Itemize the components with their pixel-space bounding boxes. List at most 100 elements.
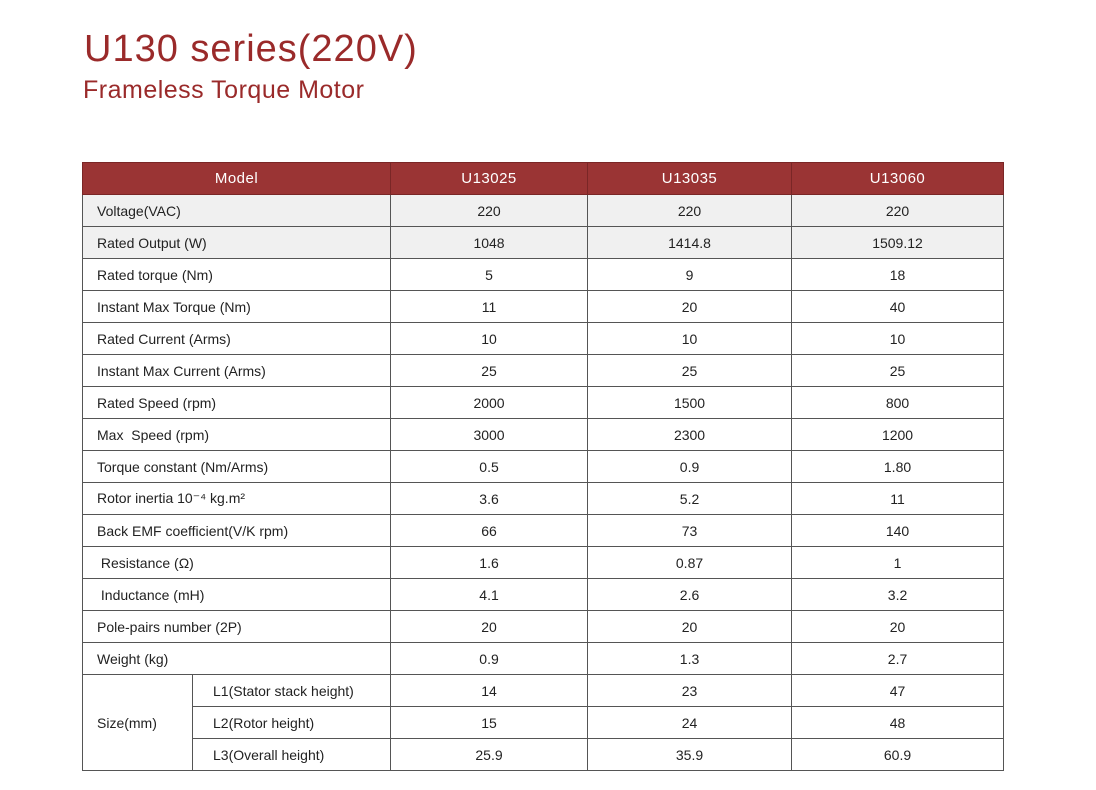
row-label: Instant Max Current (Arms) bbox=[81, 354, 392, 387]
value-cell: 11 bbox=[390, 290, 589, 323]
model-column-header: U13035 bbox=[587, 162, 793, 195]
table-row: Resistance (Ω) 1.6 0.87 1 bbox=[81, 546, 1005, 579]
table-row: Rotor inertia 10⁻⁴ kg.m² 3.6 5.2 11 bbox=[81, 482, 1005, 515]
table-row: Rated Speed (rpm) 2000 1500 800 bbox=[81, 386, 1005, 419]
row-label: Weight (kg) bbox=[81, 642, 392, 675]
size-sub-label: L1(Stator stack height) bbox=[191, 674, 392, 707]
page-title: U130 series(220V) bbox=[84, 28, 418, 70]
table-row: L3(Overall height) 25.9 35.9 60.9 bbox=[83, 738, 1005, 771]
row-label: Pole-pairs number (2P) bbox=[81, 610, 392, 643]
row-label: Voltage(VAC) bbox=[81, 194, 392, 227]
value-cell: 14 bbox=[390, 674, 589, 707]
row-label: Torque constant (Nm/Arms) bbox=[81, 450, 392, 483]
table-row: Instant Max Current (Arms) 25 25 25 bbox=[81, 354, 1005, 387]
value-cell: 1500 bbox=[587, 386, 793, 419]
value-cell: 20 bbox=[587, 610, 793, 643]
value-cell: 48 bbox=[791, 706, 1005, 739]
value-cell: 220 bbox=[791, 194, 1005, 227]
value-cell: 1414.8 bbox=[587, 226, 793, 259]
model-header: Model bbox=[81, 162, 392, 195]
value-cell: 800 bbox=[791, 386, 1005, 419]
size-sub-label: L2(Rotor height) bbox=[191, 706, 392, 739]
page-subtitle: Frameless Torque Motor bbox=[83, 76, 365, 104]
value-cell: 3.6 bbox=[390, 482, 589, 515]
value-cell: 0.9 bbox=[390, 642, 589, 675]
value-cell: 20 bbox=[791, 610, 1005, 643]
value-cell: 0.9 bbox=[587, 450, 793, 483]
value-cell: 1.80 bbox=[791, 450, 1005, 483]
value-cell: 66 bbox=[390, 514, 589, 547]
row-label: Instant Max Torque (Nm) bbox=[81, 290, 392, 323]
row-label: Back EMF coefficient(V/K rpm) bbox=[81, 514, 392, 547]
table-row: Torque constant (Nm/Arms) 0.5 0.9 1.80 bbox=[81, 450, 1005, 483]
value-cell: 25 bbox=[587, 354, 793, 387]
value-cell: 10 bbox=[791, 322, 1005, 355]
table-row: Rated Current (Arms) 10 10 10 bbox=[81, 322, 1005, 355]
value-cell: 47 bbox=[791, 674, 1005, 707]
value-cell: 3000 bbox=[390, 418, 589, 451]
row-label: Resistance (Ω) bbox=[81, 546, 392, 579]
table-row: Max Speed (rpm) 3000 2300 1200 bbox=[81, 418, 1005, 451]
value-cell: 25 bbox=[791, 354, 1005, 387]
row-label: Rated Speed (rpm) bbox=[81, 386, 392, 419]
value-cell: 20 bbox=[587, 290, 793, 323]
row-label: Rotor inertia 10⁻⁴ kg.m² bbox=[81, 482, 392, 515]
value-cell: 4.1 bbox=[390, 578, 589, 611]
spec-table-body: Voltage(VAC) 220 220 220 Rated Output (W) 104… bbox=[81, 194, 1005, 771]
value-cell: 1.6 bbox=[390, 546, 589, 579]
value-cell: 0.5 bbox=[390, 450, 589, 483]
value-cell: 10 bbox=[390, 322, 589, 355]
model-column-header: U13025 bbox=[390, 162, 589, 195]
value-cell: 35.9 bbox=[587, 738, 793, 771]
value-cell: 10 bbox=[587, 322, 793, 355]
value-cell: 1048 bbox=[390, 226, 589, 259]
row-label: Rated Output (W) bbox=[81, 226, 392, 259]
size-sub-label: L3(Overall height) bbox=[191, 738, 392, 771]
row-label: Max Speed (rpm) bbox=[81, 418, 392, 451]
value-cell: 1509.12 bbox=[791, 226, 1005, 259]
value-cell: 40 bbox=[791, 290, 1005, 323]
value-cell: 1.3 bbox=[587, 642, 793, 675]
value-cell: 11 bbox=[791, 482, 1005, 515]
value-cell: 2000 bbox=[390, 386, 589, 419]
value-cell: 2.7 bbox=[791, 642, 1005, 675]
table-row: Weight (kg) 0.9 1.3 2.7 bbox=[81, 642, 1005, 675]
value-cell: 5 bbox=[390, 258, 589, 291]
value-cell: 140 bbox=[791, 514, 1005, 547]
table-header-row: Model U13025 U13035 U13060 bbox=[81, 162, 1005, 195]
value-cell: 5.2 bbox=[587, 482, 793, 515]
size-group-label: Size(mm) bbox=[82, 674, 193, 771]
value-cell: 0.87 bbox=[587, 546, 793, 579]
table-row: Size(mm) L1(Stator stack height) 14 23 47 bbox=[82, 674, 1005, 771]
table-row: Pole-pairs number (2P) 20 20 20 bbox=[81, 610, 1005, 643]
model-column-header: U13060 bbox=[791, 162, 1005, 195]
table-row: Back EMF coefficient(V/K rpm) 66 73 140 bbox=[81, 514, 1005, 547]
value-cell: 1200 bbox=[791, 418, 1005, 451]
value-cell: 18 bbox=[791, 258, 1005, 291]
row-label: Inductance (mH) bbox=[81, 578, 392, 611]
value-cell: 23 bbox=[587, 674, 793, 707]
row-label: Rated Current (Arms) bbox=[81, 322, 392, 355]
table-row: Instant Max Torque (Nm) 11 20 40 bbox=[81, 290, 1005, 323]
value-cell: 220 bbox=[390, 194, 589, 227]
value-cell: 15 bbox=[390, 706, 589, 739]
table-row: L2(Rotor height) 15 24 48 bbox=[83, 706, 1005, 739]
value-cell: 60.9 bbox=[791, 738, 1005, 771]
value-cell: 2300 bbox=[587, 418, 793, 451]
table-row: Rated torque (Nm) 5 9 18 bbox=[81, 258, 1005, 291]
spec-table: Model U13025 U13035 U13060 Voltage(VAC) 2… bbox=[81, 162, 1005, 771]
value-cell: 2.6 bbox=[587, 578, 793, 611]
value-cell: 220 bbox=[587, 194, 793, 227]
value-cell: 24 bbox=[587, 706, 793, 739]
value-cell: 9 bbox=[587, 258, 793, 291]
value-cell: 20 bbox=[390, 610, 589, 643]
value-cell: 73 bbox=[587, 514, 793, 547]
table-row: Rated Output (W) 1048 1414.8 1509.12 bbox=[81, 226, 1005, 259]
table-row: Inductance (mH) 4.1 2.6 3.2 bbox=[81, 578, 1005, 611]
row-label: Rated torque (Nm) bbox=[81, 258, 392, 291]
value-cell: 25 bbox=[390, 354, 589, 387]
table-row: Voltage(VAC) 220 220 220 bbox=[81, 194, 1005, 227]
value-cell: 25.9 bbox=[390, 738, 589, 771]
value-cell: 3.2 bbox=[791, 578, 1005, 611]
value-cell: 1 bbox=[791, 546, 1005, 579]
